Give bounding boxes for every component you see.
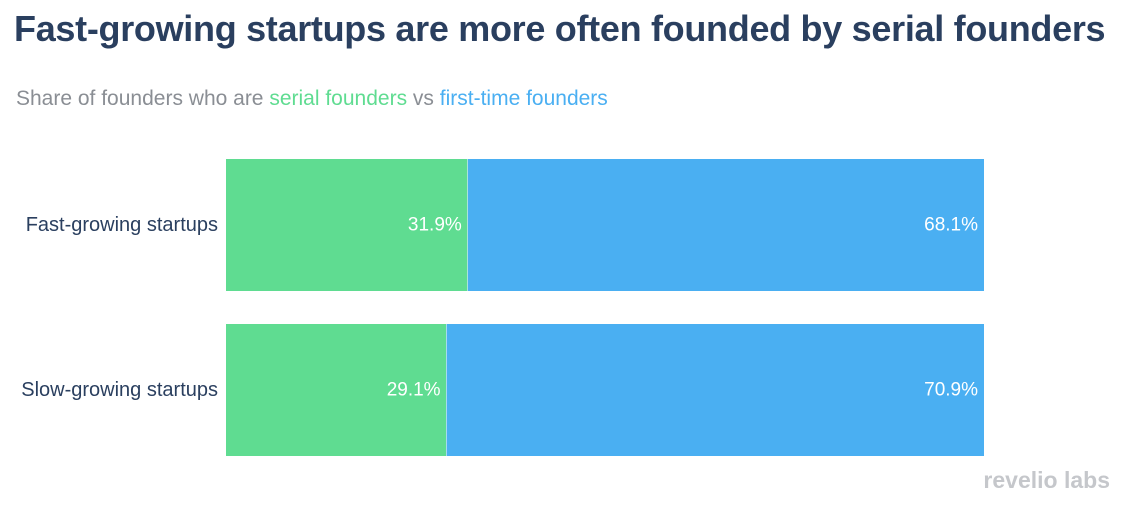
category-label: Fast-growing startups (26, 214, 218, 236)
bar-segment (446, 324, 984, 456)
revelio-labs-logo: revelio labs (983, 467, 1110, 493)
chart-subtitle: Share of founders who are serial founder… (16, 87, 608, 111)
bar-segment (226, 324, 447, 456)
subtitle-prefix: Share of founders who are (16, 87, 270, 110)
chart-title: Fast-growing startups are more often fou… (14, 8, 1106, 49)
value-label: 68.1% (924, 215, 978, 236)
value-label: 70.9% (924, 380, 978, 401)
legend-serial-founders: serial founders (269, 87, 408, 110)
subtitle-middle: vs (407, 87, 440, 110)
category-label: Slow-growing startups (21, 379, 218, 401)
legend-first-time-founders: first-time founders (439, 87, 608, 110)
value-label: 29.1% (387, 380, 441, 401)
bar-segment (226, 159, 468, 291)
value-label: 31.9% (408, 215, 462, 236)
bar-segment (467, 159, 984, 291)
